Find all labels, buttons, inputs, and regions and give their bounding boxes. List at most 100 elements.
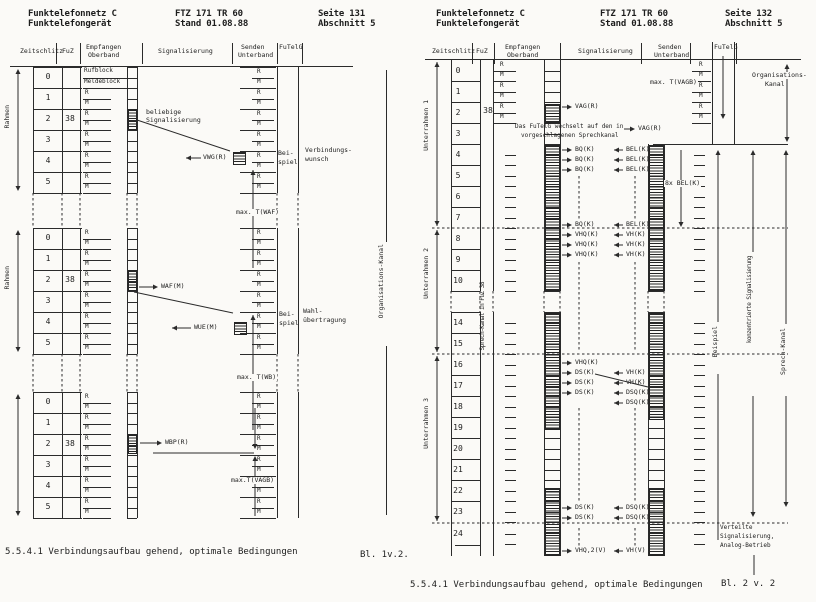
slot-number: 0	[455, 66, 461, 75]
slot-boundary	[451, 333, 480, 334]
rm-cell: R	[500, 81, 504, 89]
rm-cell: M	[257, 99, 261, 106]
arrowhead-icon	[614, 390, 619, 396]
rule-line	[494, 81, 516, 82]
slot-number: 3	[45, 135, 51, 144]
tick-mark	[694, 480, 705, 481]
tick-mark	[505, 354, 516, 355]
strip-line	[648, 312, 649, 556]
beispiel-label: spiel	[278, 158, 298, 166]
slot-boundary	[240, 413, 276, 414]
rm-cell: R	[257, 434, 261, 442]
slot-boundary	[33, 172, 82, 173]
rule-line	[83, 413, 111, 414]
tick-mark	[505, 533, 516, 535]
figure-caption: 5.5.4.1 Verbindungsaufbau gehend, optima…	[410, 580, 703, 590]
tick-mark	[694, 354, 705, 355]
slot-number: 16	[453, 360, 463, 369]
arrowhead-icon	[784, 137, 790, 142]
rm-cell: M	[257, 302, 261, 309]
tick-mark	[694, 427, 705, 429]
sprechkanal-fuz-label: Sprech-Kanal in FuZ 38	[479, 282, 486, 351]
strip-cell	[127, 182, 137, 184]
tick-mark	[694, 522, 705, 523]
rm-cell: M	[85, 183, 89, 190]
slot-boundary	[451, 207, 480, 208]
max-tvagb-label: max.T(VAGB)	[230, 476, 276, 485]
hatched-signal-block	[648, 145, 664, 291]
beliebige-label: beliebige	[146, 108, 182, 116]
wue-block	[234, 322, 247, 335]
arrowhead-icon	[567, 360, 572, 366]
dsq-label: DSQ(K)	[626, 503, 650, 511]
strip-cell	[127, 312, 137, 313]
signal-diagonal	[133, 291, 234, 314]
slot-boundary	[240, 354, 276, 355]
futelg-wechsel-text: vorgeschlagenen Sprechkanal	[521, 132, 619, 139]
arrowhead-icon	[783, 502, 789, 507]
sheet-number: Bl. 1v.2.	[360, 550, 409, 560]
arrowhead-icon	[434, 230, 440, 235]
rm-cell: M	[257, 162, 261, 169]
frame-label-rahmen: Rahmen	[3, 105, 11, 129]
rm-cell: M	[257, 141, 261, 148]
tick-mark	[505, 448, 516, 450]
rm-cell: M	[85, 99, 89, 106]
tick-mark	[694, 333, 705, 334]
tick-mark	[694, 438, 705, 439]
verbindungswunsch-label: wunsch	[305, 155, 329, 163]
slot-number: 4	[45, 481, 51, 490]
arrowhead-icon	[783, 150, 789, 155]
slot-number: 5	[45, 338, 51, 347]
rule-line	[83, 301, 111, 303]
rm-cell: M	[85, 323, 89, 330]
ds-label: DS(K)	[575, 368, 595, 376]
rule-line	[83, 486, 111, 488]
strip-cell	[127, 88, 137, 89]
arrowhead-icon	[614, 400, 619, 406]
slot-number: 1	[455, 87, 461, 96]
slot-boundary	[33, 130, 82, 131]
strip-line	[664, 144, 665, 291]
wahluebertragung-label: übertragung	[303, 316, 347, 324]
slot-number: 0	[45, 72, 51, 81]
slot-boundary	[240, 109, 276, 110]
arrowhead-icon	[15, 186, 21, 191]
beispiel-label: spiel	[279, 319, 299, 327]
slot-boundary	[240, 333, 276, 334]
strip-cell	[648, 480, 664, 481]
tick-mark	[694, 322, 705, 324]
slot-number: 0	[45, 397, 51, 406]
rule-line	[494, 102, 516, 103]
rm-cell: R	[85, 392, 89, 400]
strip-cell	[127, 77, 137, 79]
rm-cell: M	[500, 71, 504, 78]
rm-cell: M	[257, 445, 261, 452]
rm-cell: R	[85, 249, 89, 257]
arrowhead-icon	[715, 150, 721, 155]
rule-line	[240, 67, 276, 68]
arrowhead-icon	[567, 515, 572, 521]
tick-mark	[505, 165, 516, 166]
verteilte-signalisierung-label: Verteilte	[720, 524, 753, 531]
arrowhead-icon	[678, 222, 684, 227]
rule-line	[83, 354, 111, 355]
unterrahmen-label: Unterrahmen 3	[422, 398, 430, 449]
rule-line	[252, 343, 274, 345]
vhq-label: VHQ(K)	[575, 230, 599, 238]
col-header-fuz: FuZ	[476, 47, 488, 55]
col-header-futelg: FuTelG	[279, 43, 303, 51]
rule-line	[83, 88, 130, 89]
slot-boundary	[33, 434, 82, 435]
strip-cell	[544, 438, 560, 439]
rule-line	[83, 98, 111, 100]
arrowhead-icon	[614, 157, 619, 163]
slot-boundary	[451, 123, 480, 124]
slot-boundary	[451, 102, 480, 103]
tick-mark	[505, 427, 516, 429]
rule-line	[692, 123, 711, 124]
slot-boundary	[240, 455, 276, 456]
slot-boundary	[240, 151, 276, 152]
strip-cell	[544, 144, 560, 145]
